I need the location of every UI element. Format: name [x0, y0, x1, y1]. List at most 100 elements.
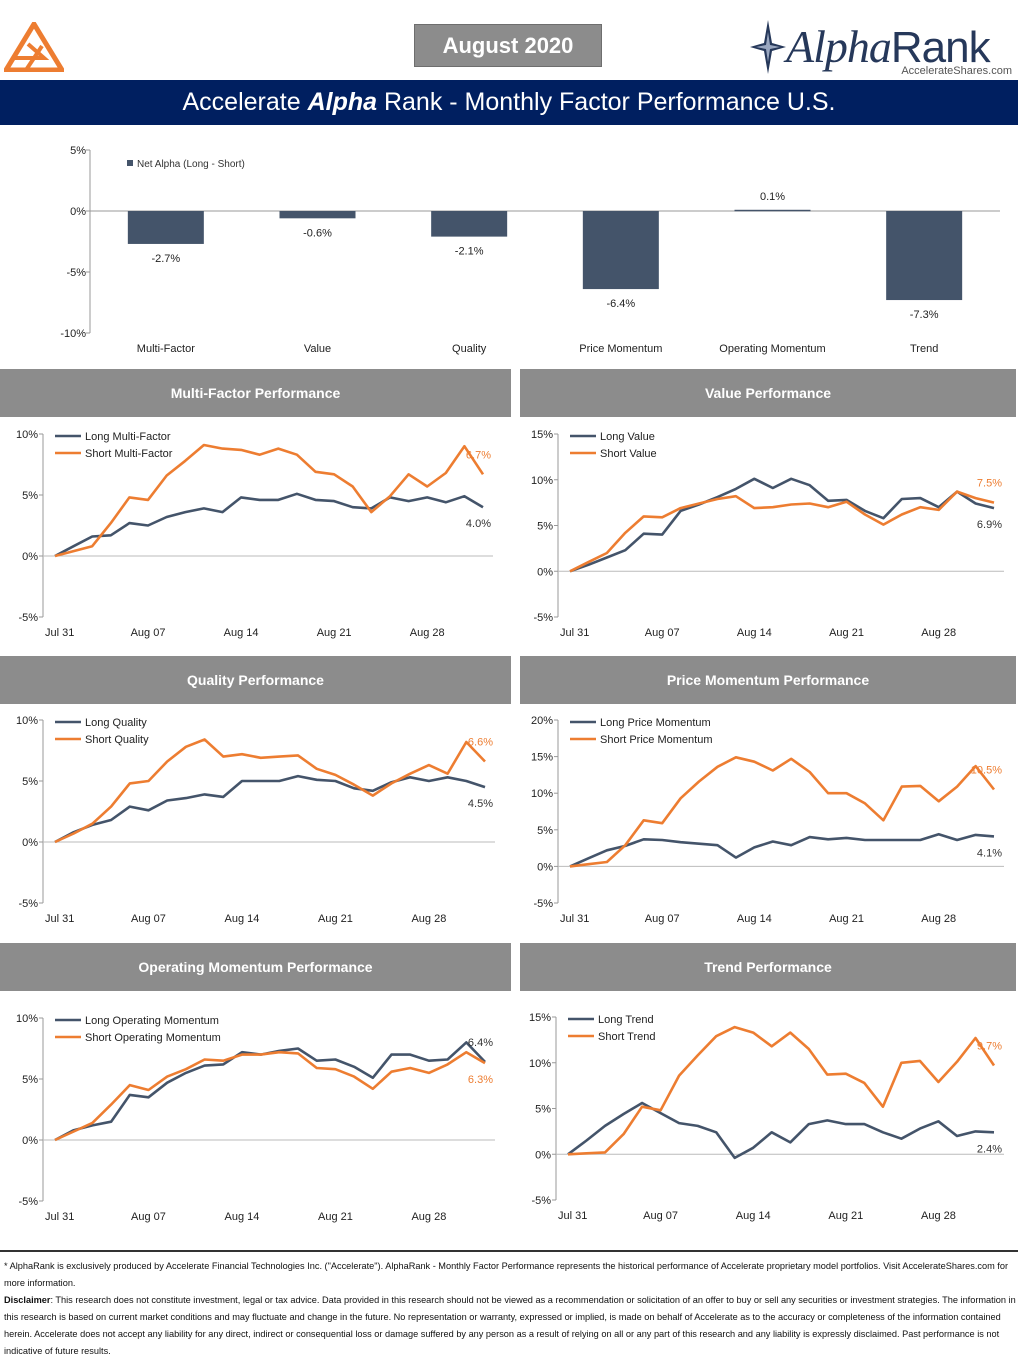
series-end-label: 6.9%	[977, 519, 1002, 531]
alpharank-brand: AlphaRank AccelerateShares.com	[748, 16, 1016, 80]
x-tick-label: Aug 14	[737, 627, 772, 639]
x-tick-label: Aug 14	[737, 913, 772, 925]
legend-label: Long Price Momentum	[600, 717, 711, 729]
y-tick-label: 5%	[535, 1104, 551, 1116]
series-line-long	[569, 477, 995, 573]
quality-line-chart: 10% 5% 0% -5% Jul 31 Aug 07 Aug 14 Aug 21 Aug 28…	[16, 715, 495, 925]
legend-swatch	[127, 160, 133, 166]
y-tick-label: -5%	[18, 898, 38, 910]
legend-label: Long Multi-Factor	[85, 431, 171, 443]
series-end-label: 9.7%	[977, 1040, 1002, 1052]
legend-label: Long Value	[600, 431, 655, 443]
bar	[734, 209, 811, 212]
y-tick-label: -5%	[18, 612, 38, 624]
series-end-label: 6.7%	[466, 449, 491, 461]
x-tick-label: Aug 21	[828, 1210, 863, 1222]
panel-header-value: Value Performance	[520, 369, 1016, 417]
net-alpha-bar-chart: 5% 0% -5% -10% Net Alpha (Long - Short) -2.7%…	[60, 145, 1000, 355]
legend-label: Short Trend	[598, 1031, 655, 1043]
x-tick-label: Aug 21	[318, 913, 353, 925]
series-line-long	[569, 832, 995, 868]
footer-divider	[0, 1250, 1018, 1252]
x-tick-label: Aug 21	[318, 1211, 353, 1223]
y-tick-label: 15%	[529, 1012, 551, 1024]
bar-value-label: 0.1%	[760, 191, 785, 203]
x-tick-label: Aug 07	[643, 1210, 678, 1222]
series-line-short	[569, 490, 995, 573]
y-tick-label: -5%	[66, 267, 86, 279]
y-tick-label: 5%	[537, 825, 553, 837]
x-tick-label: Aug 21	[829, 627, 864, 639]
x-tick-label: Aug 28	[921, 1210, 956, 1222]
bar-value-label: -2.1%	[455, 246, 484, 258]
y-tick-label: 0%	[22, 837, 38, 849]
x-tick-label: Aug 14	[736, 1210, 771, 1222]
y-tick-label: 15%	[531, 752, 553, 764]
x-tick-label: Jul 31	[558, 1210, 587, 1222]
series-end-label: 4.0%	[466, 518, 491, 530]
x-tick-label: Aug 14	[225, 1211, 260, 1223]
bar	[886, 211, 963, 301]
operating-momentum-line-chart: 10% 5% 0% -5% Jul 31 Aug 07 Aug 14 Aug 21 Aug 28…	[16, 1013, 495, 1223]
y-tick-label: -10%	[60, 328, 86, 340]
series-line-short	[54, 1050, 486, 1142]
y-tick-label: 10%	[16, 429, 38, 441]
y-tick-label: 20%	[531, 715, 553, 727]
panel-header-price-momentum: Price Momentum Performance	[520, 656, 1016, 704]
y-tick-label: 10%	[529, 1058, 551, 1070]
x-tick-label: Aug 07	[131, 913, 166, 925]
bar-value-label: -7.3%	[910, 309, 939, 321]
y-tick-label: 0%	[537, 566, 553, 578]
legend-label: Long Operating Momentum	[85, 1015, 219, 1027]
x-tick-label: Aug 21	[317, 627, 352, 639]
bar	[582, 211, 659, 290]
accelerate-logo-icon	[1, 19, 67, 73]
bar	[127, 211, 204, 244]
series-end-label: 10.5%	[971, 765, 1002, 777]
y-tick-label: -5%	[533, 612, 553, 624]
legend-label: Net Alpha (Long - Short)	[137, 159, 245, 170]
legend-label: Short Multi-Factor	[85, 448, 173, 460]
y-tick-label: 15%	[531, 429, 553, 441]
series-line-short	[567, 1025, 996, 1156]
x-tick-label: Aug 07	[645, 627, 680, 639]
y-tick-label: 10%	[16, 1013, 38, 1025]
brand-name: AlphaRank	[786, 21, 991, 72]
legend-label: Short Value	[600, 448, 657, 460]
panel-header-quality: Quality Performance	[0, 656, 511, 704]
y-tick-label: 5%	[22, 490, 38, 502]
panel-header-trend: Trend Performance	[520, 943, 1016, 991]
legend-label: Short Price Momentum	[600, 734, 712, 746]
series-end-label: 4.5%	[468, 798, 493, 810]
report-date-badge: August 2020	[414, 24, 602, 67]
legend-label: Long Quality	[85, 717, 147, 729]
y-tick-label: 0%	[22, 1135, 38, 1147]
category-label: Trend	[910, 343, 938, 355]
series-end-label: 7.5%	[977, 478, 1002, 490]
y-tick-label: 0%	[22, 551, 38, 563]
y-tick-label: 5%	[537, 521, 553, 533]
series-end-label: 6.6%	[468, 736, 493, 748]
y-tick-label: 5%	[70, 145, 86, 157]
bar-value-label: -2.7%	[151, 253, 180, 265]
multi-factor-line-chart: 10% 5% 0% -5% Jul 31 Aug 07 Aug 14 Aug 21 Aug 28…	[16, 429, 493, 639]
legend-label: Long Trend	[598, 1014, 654, 1026]
series-line-short	[54, 443, 485, 558]
category-label: Price Momentum	[579, 343, 662, 355]
y-tick-label: -5%	[18, 1196, 38, 1208]
x-tick-label: Jul 31	[45, 913, 74, 925]
legend-label: Short Quality	[85, 734, 149, 746]
series-end-label: 6.4%	[468, 1037, 493, 1049]
y-tick-label: -5%	[531, 1195, 551, 1207]
compass-star-icon	[750, 20, 786, 74]
x-tick-label: Aug 28	[921, 913, 956, 925]
series-line-long	[567, 1101, 995, 1160]
x-tick-label: Aug 14	[224, 627, 259, 639]
y-tick-label: 10%	[16, 715, 38, 727]
x-tick-label: Aug 07	[131, 627, 166, 639]
bar-value-label: -0.6%	[303, 227, 332, 239]
y-tick-label: 0%	[70, 206, 86, 218]
x-tick-label: Aug 28	[410, 627, 445, 639]
